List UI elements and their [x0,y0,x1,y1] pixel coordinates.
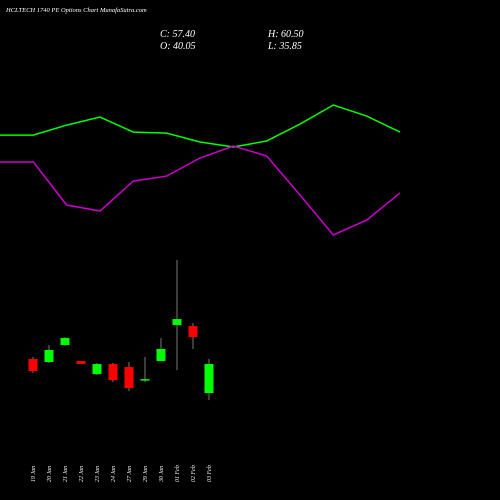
x-tick-label: 21 Jan [63,466,69,482]
x-tick-label: 19 Jan [31,466,37,482]
candle-body [204,364,214,394]
candle-body [188,326,198,338]
candle-body [76,361,86,365]
candle-body [156,348,166,362]
x-tick-label: 22 Jan [79,466,85,482]
indicator-line [0,104,401,148]
candle-body [92,364,102,375]
stat: O: 40.05 [160,41,196,52]
x-tick-label: 01 Feb [175,465,181,482]
stat: C: 57.40 [160,29,195,40]
x-tick-label: 02 Feb [191,465,197,482]
stat: H: 60.50 [267,29,304,40]
candle-body [108,364,118,381]
stat: L: 35.85 [267,41,302,52]
indicator-line [0,145,401,236]
x-tick-label: 29 Jan [143,466,149,482]
x-tick-label: 03 Feb [207,465,213,482]
x-tick-label: 24 Jan [110,466,117,482]
x-tick-label: 23 Jan [95,466,101,482]
chart-title: HCLTECH 1740 PE Options Chart MunafaSutr… [5,7,147,14]
x-tick-label: 30 Jan [159,466,165,483]
candle-body [28,359,38,372]
candle-body [124,367,134,389]
x-tick-label: 27 Jan [127,466,133,482]
candle-body [44,350,54,363]
candle-body [140,379,150,381]
candle-body [60,337,70,345]
x-tick-label: 20 Jan [47,466,53,482]
candle-body [172,319,182,326]
